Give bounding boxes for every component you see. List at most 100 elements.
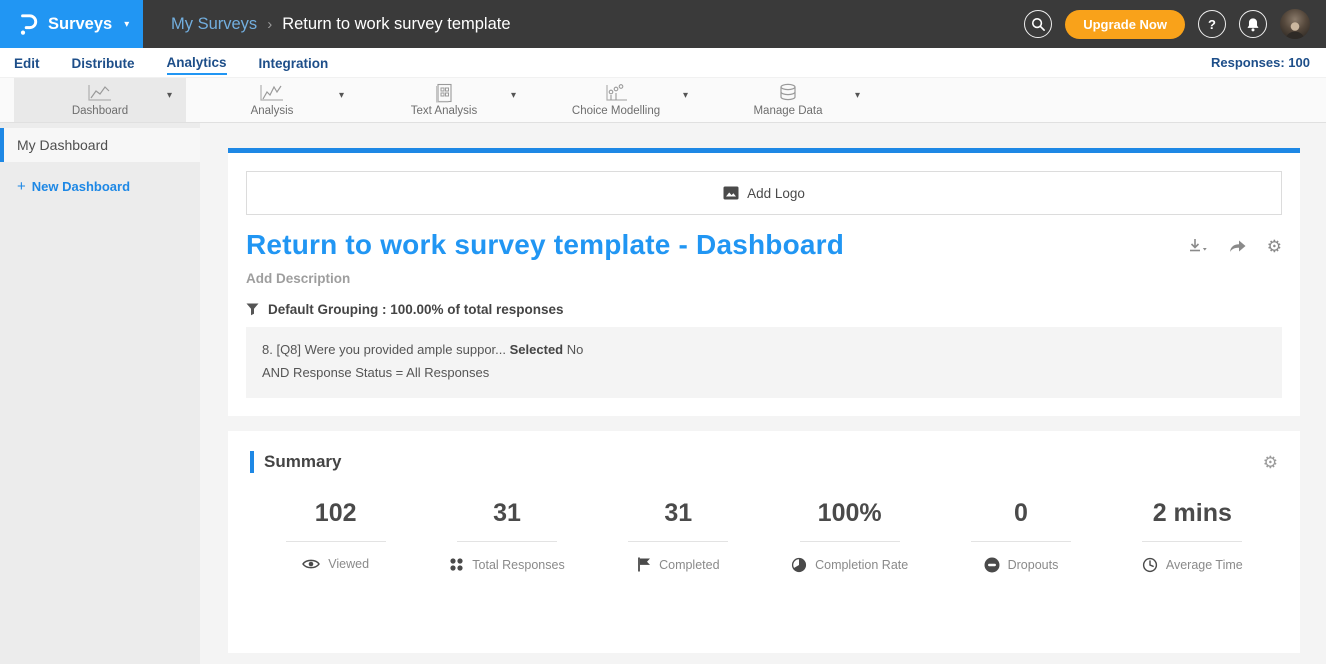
- stat-label: Viewed: [328, 557, 370, 571]
- stat-completed: 31 Completed: [593, 499, 764, 573]
- person-silhouette-icon: [1286, 22, 1304, 39]
- stat-average-time: 2 mins Average Time: [1107, 499, 1278, 573]
- chevron-down-icon[interactable]: ▾: [166, 90, 172, 101]
- stat-value: 31: [664, 499, 693, 527]
- eye-icon: [302, 559, 321, 569]
- flag-icon: [638, 557, 651, 572]
- chevron-down-icon[interactable]: ▾: [854, 90, 860, 101]
- responses-count: Responses: 100: [1211, 55, 1310, 70]
- notifications-button[interactable]: [1239, 10, 1267, 38]
- add-logo-button[interactable]: Add Logo: [246, 171, 1282, 215]
- line-chart-icon: [86, 83, 114, 103]
- clock-icon: [1142, 557, 1157, 573]
- image-icon: [723, 186, 739, 200]
- breadcrumb-my-surveys[interactable]: My Surveys: [171, 14, 258, 33]
- download-button[interactable]: [1188, 237, 1208, 255]
- summary-title: Summary: [264, 452, 342, 471]
- user-avatar[interactable]: [1280, 9, 1310, 39]
- summary-settings-button[interactable]: ⚙: [1262, 452, 1278, 472]
- dashboard-settings-button[interactable]: ⚙: [1266, 236, 1282, 256]
- tab-analytics[interactable]: Analytics: [166, 51, 227, 75]
- tab-distribute[interactable]: Distribute: [71, 55, 135, 71]
- toolbar-tab-analysis[interactable]: Analysis ▾: [186, 78, 358, 122]
- filter-criteria-line-2: AND Response Status = All Responses: [262, 365, 490, 380]
- breadcrumb-separator-icon: ›: [267, 15, 273, 33]
- sidebar-item-my-dashboard[interactable]: My Dashboard: [0, 128, 200, 162]
- chevron-down-icon[interactable]: ▾: [510, 90, 516, 101]
- accent-top-bar: [228, 148, 1300, 153]
- toolbar-tab-label: Manage Data: [753, 105, 823, 117]
- stat-divider: [628, 541, 729, 542]
- upgrade-now-button[interactable]: Upgrade Now: [1065, 9, 1185, 39]
- summary-accent-bar: [250, 451, 254, 473]
- stat-label: Completed: [659, 557, 720, 572]
- product-switcher[interactable]: Surveys ▾: [0, 0, 143, 48]
- default-grouping-label: Default Grouping : 100.00% of total resp…: [268, 302, 564, 317]
- questionpro-logo-icon: [20, 14, 38, 35]
- toolbar-tab-label: Dashboard: [71, 105, 129, 117]
- dots-grid-icon: [450, 558, 463, 571]
- stat-value: 0: [1014, 499, 1028, 527]
- download-icon: [1189, 239, 1207, 252]
- dashboard-content: Add Logo Return to work survey template …: [200, 123, 1326, 664]
- stat-value: 102: [314, 499, 357, 527]
- toolbar-tab-choice-modelling[interactable]: Choice Modelling ▾: [530, 78, 702, 122]
- survey-section-nav: Edit Distribute Analytics Integration Re…: [0, 48, 1326, 78]
- summary-stats-row: 102 Viewed 31: [250, 499, 1278, 573]
- toolbar-tab-label: Choice Modelling: [571, 105, 661, 117]
- sidebar-item-label: My Dashboard: [17, 137, 109, 153]
- stat-label: Completion Rate: [815, 558, 909, 572]
- chevron-down-icon[interactable]: ▾: [338, 90, 344, 101]
- add-description-button[interactable]: Add Description: [246, 271, 351, 286]
- question-mark-icon: ?: [1208, 16, 1216, 32]
- plus-icon: +: [17, 178, 26, 195]
- stat-label: Dropouts: [1007, 558, 1059, 572]
- stat-value: 100%: [817, 499, 882, 527]
- toolbar-tab-dashboard[interactable]: Dashboard ▾: [14, 78, 186, 122]
- database-icon: [777, 83, 799, 103]
- stat-label: Total Responses: [472, 557, 565, 572]
- stat-value: 31: [493, 499, 521, 527]
- stat-divider: [970, 541, 1071, 542]
- analytics-toolbar: Dashboard ▾ Analysis ▾ Text Analysis ▾: [0, 78, 1326, 123]
- toolbar-tab-manage-data[interactable]: Manage Data ▾: [702, 78, 874, 122]
- add-logo-label: Add Logo: [747, 185, 805, 201]
- summary-card: Summary ⚙ 102 Viewed 31: [228, 431, 1300, 653]
- pie-circle-icon: [792, 557, 807, 573]
- filter-funnel-icon: [246, 303, 259, 316]
- stat-viewed: 102 Viewed: [250, 499, 421, 573]
- minus-circle-icon: [984, 557, 1000, 573]
- filter-criteria-line-1: 8. [Q8] Were you provided ample suppor..…: [262, 342, 584, 357]
- breadcrumb: My Surveys › Return to work survey templ…: [171, 15, 1024, 34]
- share-arrow-icon: [1229, 240, 1246, 252]
- stat-divider: [799, 541, 900, 542]
- help-button[interactable]: ?: [1198, 10, 1226, 38]
- line-chart-icon: [258, 83, 286, 103]
- stat-completion-rate: 100% Completion Rate: [764, 499, 935, 573]
- breadcrumb-current-survey: Return to work survey template: [282, 14, 511, 33]
- dashboard-sidebar: My Dashboard + New Dashboard: [0, 123, 200, 664]
- new-dashboard-button[interactable]: + New Dashboard: [17, 178, 200, 195]
- toolbar-tab-label: Text Analysis: [410, 105, 478, 117]
- tab-edit[interactable]: Edit: [14, 55, 40, 71]
- page-title: Return to work survey template - Dashboa…: [246, 229, 845, 260]
- stat-divider: [456, 541, 557, 542]
- stat-label: Average Time: [1165, 558, 1243, 572]
- default-grouping-row[interactable]: Default Grouping : 100.00% of total resp…: [246, 302, 1282, 317]
- stat-dropouts: 0 Dropouts: [935, 499, 1106, 573]
- document-grid-icon: [433, 83, 455, 103]
- search-button[interactable]: [1024, 10, 1053, 38]
- new-dashboard-label: New Dashboard: [31, 179, 131, 194]
- scatter-chart-icon: [603, 83, 629, 103]
- bell-icon: [1247, 17, 1259, 31]
- toolbar-tab-text-analysis[interactable]: Text Analysis ▾: [358, 78, 530, 122]
- filter-criteria-box: 8. [Q8] Were you provided ample suppor..…: [246, 327, 1282, 398]
- search-icon: [1031, 17, 1045, 31]
- tab-integration[interactable]: Integration: [258, 55, 329, 71]
- toolbar-tab-label: Analysis: [250, 105, 294, 117]
- stat-divider: [285, 541, 386, 542]
- chevron-down-icon[interactable]: ▾: [682, 90, 688, 101]
- share-button[interactable]: [1228, 238, 1247, 254]
- stat-value: 2 mins: [1152, 499, 1232, 527]
- chevron-down-icon: ▾: [124, 18, 130, 30]
